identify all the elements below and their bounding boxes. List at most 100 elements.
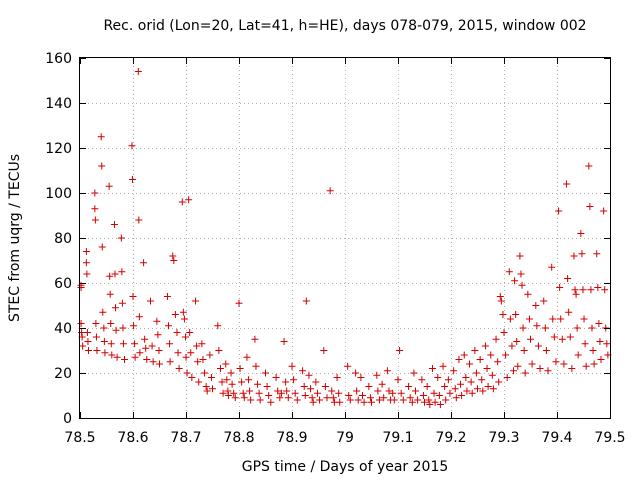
data-point: [513, 338, 521, 345]
data-point: [302, 297, 310, 305]
data-point: [107, 340, 115, 348]
data-point: [478, 376, 486, 384]
data-point: [557, 315, 565, 323]
data-point: [135, 216, 143, 224]
data-point: [312, 378, 320, 386]
data-point: [128, 142, 136, 150]
data-point: [439, 362, 447, 370]
data-point: [596, 338, 604, 345]
data-point: [460, 351, 468, 359]
data-point: [536, 365, 544, 372]
data-point: [533, 322, 541, 330]
data-point: [111, 270, 119, 278]
data-point: [472, 369, 480, 377]
data-point: [597, 356, 605, 363]
x-tick-label: 78.6: [117, 430, 148, 446]
data-point: [500, 329, 508, 336]
data-point: [541, 324, 549, 332]
data-point: [581, 340, 589, 348]
data-point: [497, 297, 505, 305]
data-point: [239, 389, 247, 397]
y-tick-label: 100: [45, 186, 72, 202]
data-point: [186, 329, 194, 336]
data-point: [518, 281, 526, 289]
data-point: [243, 353, 251, 361]
data-point: [419, 392, 427, 399]
y-tick-label: 60: [54, 276, 72, 292]
data-point: [262, 369, 269, 377]
data-point: [468, 389, 476, 397]
data-point: [283, 387, 291, 395]
data-point: [374, 387, 382, 395]
data-point: [93, 347, 101, 354]
data-point: [79, 342, 87, 350]
data-point: [431, 398, 439, 406]
data-point: [593, 250, 601, 258]
data-point: [240, 394, 248, 402]
data-point: [82, 248, 90, 255]
y-tick-label: 140: [45, 96, 72, 112]
data-point: [313, 389, 321, 397]
data-point: [169, 252, 177, 260]
data-point: [532, 302, 540, 309]
data-point: [380, 394, 388, 402]
data-point: [192, 297, 200, 305]
data-point: [194, 358, 202, 366]
data-point: [601, 286, 609, 294]
data-point: [77, 320, 85, 327]
data-point: [290, 376, 298, 384]
data-point: [263, 383, 271, 390]
data-point: [423, 383, 431, 390]
data-point: [580, 315, 588, 323]
data-point: [100, 324, 108, 332]
data-point: [525, 315, 533, 323]
data-point: [91, 189, 99, 197]
data-point: [560, 360, 568, 368]
data-point: [272, 374, 280, 381]
x-tick-label: 79.5: [594, 430, 625, 446]
x-tick-label: 78.9: [276, 430, 307, 446]
data-point: [141, 335, 149, 343]
data-point: [224, 392, 232, 399]
data-point: [426, 401, 434, 408]
data-point: [277, 389, 285, 397]
data-point: [358, 392, 366, 399]
data-point: [520, 347, 528, 354]
data-point: [227, 369, 235, 377]
x-tick-label: 79.1: [382, 430, 413, 446]
x-tick-label: 78.8: [223, 430, 254, 446]
data-point: [247, 396, 255, 404]
y-axis-label: STEC from uqrg / TECUs: [7, 154, 23, 322]
data-point: [462, 374, 470, 381]
data-point: [579, 286, 587, 294]
data-point: [142, 344, 150, 352]
data-point: [154, 331, 162, 339]
data-point: [489, 385, 497, 393]
data-point: [354, 396, 362, 404]
data-point: [373, 371, 381, 379]
data-point: [130, 322, 138, 330]
data-point: [203, 387, 211, 395]
data-point: [336, 398, 344, 406]
data-point: [307, 385, 315, 393]
data-point: [594, 284, 602, 291]
axis-ticks: 78.5 78.6 78.7 78.8 78.9 79 79.1 79.2 79.3 79.4 79…: [45, 51, 625, 446]
data-point: [502, 351, 510, 359]
data-point: [425, 396, 433, 404]
data-point: [100, 338, 108, 345]
data-point: [236, 365, 244, 372]
data-point: [511, 277, 519, 285]
y-tick-label: 160: [45, 51, 72, 67]
data-point: [223, 376, 231, 384]
data-point: [589, 347, 597, 354]
data-point: [224, 387, 232, 395]
data-point: [385, 387, 393, 395]
data-point: [117, 234, 125, 242]
data-point: [146, 297, 154, 305]
data-point: [494, 358, 502, 366]
x-tick-label: 79.4: [541, 430, 572, 446]
data-point: [474, 385, 481, 393]
data-point: [329, 394, 337, 402]
